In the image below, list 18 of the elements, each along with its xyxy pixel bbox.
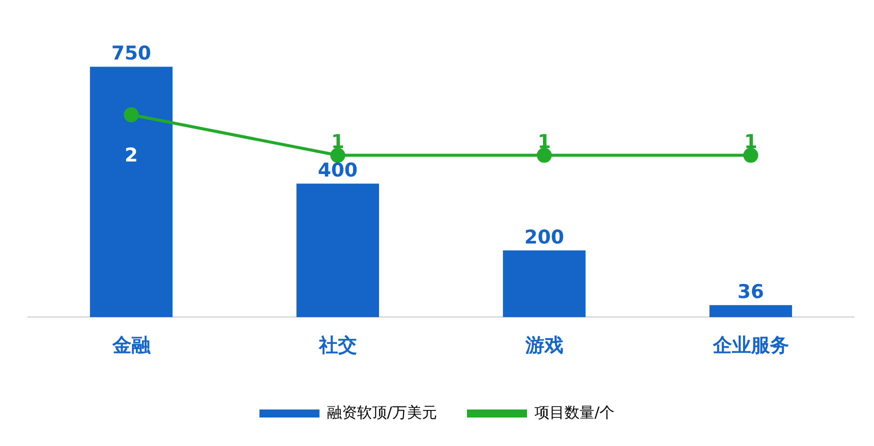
data-label: 1 [331, 131, 344, 154]
data-label: 750 [111, 42, 152, 65]
x-tick-label: 游戏 [524, 334, 564, 357]
x-tick-label: 金融 [111, 334, 152, 357]
data-label: 1 [538, 131, 551, 154]
bar [709, 305, 792, 318]
data-label: 200 [524, 226, 564, 248]
data-label: 400 [318, 160, 358, 182]
data-label: 36 [738, 281, 764, 304]
legend-label: 融资软顶/万美元 [326, 403, 438, 422]
x-tick-label: 社交 [318, 334, 357, 357]
data-label: 2 [124, 144, 138, 167]
bar [296, 184, 380, 318]
bar [502, 250, 586, 318]
bar [90, 66, 173, 318]
x-tick-label: 企业服务 [712, 334, 789, 357]
legend-label: 项目数量/个 [534, 403, 615, 422]
data-label: 1 [744, 131, 758, 154]
